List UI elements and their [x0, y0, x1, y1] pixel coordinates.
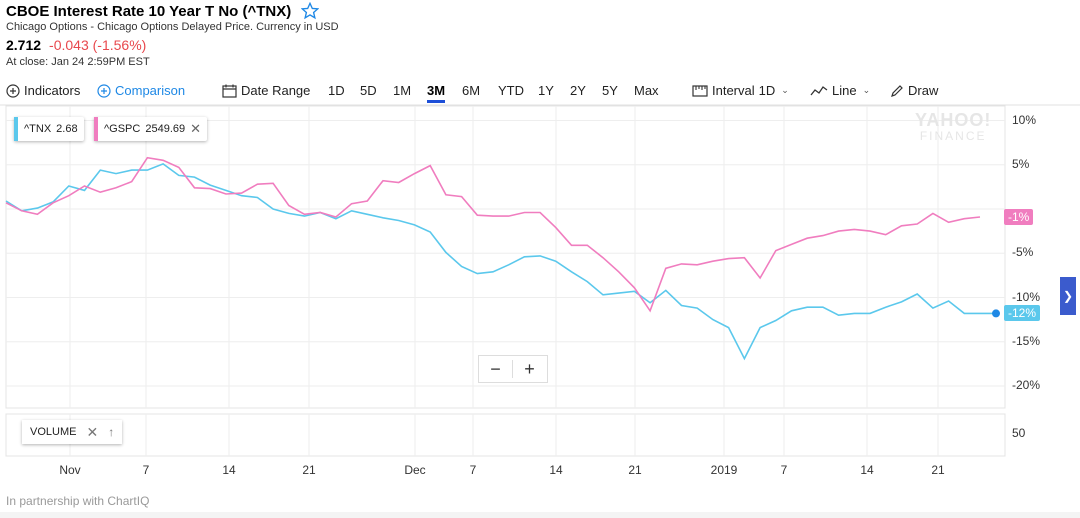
x-tick-label: 14 — [860, 463, 874, 477]
legend-tnx[interactable]: ^TNX 2.68 — [14, 117, 84, 141]
legend-tnx-symbol: ^TNX — [24, 123, 52, 135]
x-tick-label: 21 — [302, 463, 316, 477]
gspc-color-swatch — [94, 117, 98, 141]
yahoo-finance-watermark: YAHOO! FINANCE — [915, 110, 992, 144]
chart-type-button[interactable]: Line ⌄ — [810, 83, 870, 98]
chevron-down-icon: ⌄ — [781, 85, 789, 95]
price-chart[interactable] — [0, 104, 1080, 476]
page-title: CBOE Interest Rate 10 Year T No (^TNX) — [6, 2, 292, 20]
volume-study-tag[interactable]: VOLUME ✕ ↑ — [22, 420, 123, 444]
draw-label: Draw — [908, 83, 939, 98]
zoom-divider — [512, 360, 513, 378]
zoom-out-button[interactable]: − — [490, 359, 501, 379]
y-tick-label: -10% — [1012, 289, 1041, 304]
x-tick-label: Nov — [59, 463, 81, 477]
x-tick-label: 21 — [931, 463, 945, 477]
range-5y[interactable]: 5Y — [602, 83, 618, 98]
comparison-button[interactable]: Comparison — [97, 83, 185, 98]
x-tick-label: 14 — [549, 463, 563, 477]
range-max[interactable]: Max — [634, 83, 659, 98]
quote-subtitle: Chicago Options - Chicago Options Delaye… — [6, 21, 339, 33]
page-bottom-strip — [0, 512, 1080, 518]
range-ytd[interactable]: YTD — [498, 83, 524, 98]
tnx-color-swatch — [14, 117, 18, 141]
range-1y[interactable]: 1Y — [538, 83, 554, 98]
x-tick-label: 2019 — [710, 463, 738, 477]
x-tick-label: 7 — [142, 463, 150, 477]
plus-circle-icon — [97, 83, 111, 98]
x-tick-label: Dec — [404, 463, 426, 477]
tnx-last-value-badge: -12% — [1004, 305, 1041, 322]
legend-tnx-value: 2.68 — [56, 123, 78, 135]
legend-gspc-symbol: ^GSPC — [104, 123, 141, 135]
range-1m[interactable]: 1M — [393, 83, 412, 98]
interval-label: Interval — [712, 83, 755, 98]
watermark-line2: FINANCE — [919, 129, 987, 143]
chevron-right-icon[interactable]: ❯ — [1060, 277, 1076, 315]
y-tick-label: 5% — [1012, 156, 1030, 171]
ruler-icon — [692, 84, 708, 97]
zoom-in-button[interactable]: + — [524, 359, 535, 379]
y-tick-label: 10% — [1012, 112, 1037, 127]
volume-grid-lines — [69, 106, 939, 456]
watermark-line1: YAHOO! — [915, 110, 992, 130]
gspc-last-value-badge: -1% — [1004, 208, 1034, 225]
volume-axis-tick: 50 — [1012, 426, 1026, 440]
arrow-up-icon[interactable]: ↑ — [108, 425, 115, 439]
current-price: 2.712 — [6, 37, 42, 53]
range-1d[interactable]: 1D — [328, 83, 345, 98]
calendar-icon — [222, 84, 237, 98]
remove-comparison-icon[interactable]: ✕ — [190, 121, 202, 136]
price-row: 2.712 -0.043 (-1.56%) — [6, 37, 146, 53]
line-chart-icon — [810, 85, 828, 95]
range-5d[interactable]: 5D — [360, 83, 377, 98]
plus-circle-icon — [6, 83, 20, 98]
gspc-series-line — [5, 156, 981, 313]
date-range-button[interactable]: Date Range — [222, 83, 310, 98]
pencil-icon — [891, 84, 903, 97]
close-icon[interactable]: ✕ — [86, 423, 99, 440]
chevron-down-icon: ⌄ — [862, 85, 871, 95]
volume-pane-border — [5, 413, 1006, 457]
x-tick-label: 7 — [469, 463, 477, 477]
x-tick-label: 7 — [780, 463, 788, 477]
range-6m[interactable]: 6M — [462, 83, 481, 98]
grid-lines — [6, 120, 1005, 387]
y-tick-label: -20% — [1012, 378, 1041, 392]
tnx-series-line — [5, 162, 996, 361]
y-tick-label: -15% — [1012, 333, 1041, 348]
range-3m[interactable]: 3M — [427, 83, 446, 103]
range-2y[interactable]: 2Y — [570, 83, 586, 98]
footer-credit: In partnership with ChartIQ — [6, 494, 150, 508]
quote-title-row: CBOE Interest Rate 10 Year T No (^TNX) — [6, 2, 320, 20]
close-note: At close: Jan 24 2:59PM EST — [6, 56, 150, 68]
y-tick-label: -5% — [1012, 245, 1034, 260]
interval-value: 1D — [758, 83, 776, 98]
indicators-button[interactable]: Indicators — [6, 83, 80, 98]
indicators-label: Indicators — [24, 83, 81, 98]
comparison-label: Comparison — [115, 83, 186, 98]
legend-gspc[interactable]: ^GSPC 2549.69 ✕ — [94, 117, 208, 141]
chart-type-label: Line — [832, 83, 857, 98]
plot-area-border — [5, 105, 1006, 409]
x-tick-label: 21 — [628, 463, 642, 477]
volume-label: VOLUME — [30, 426, 77, 438]
date-range-label: Date Range — [241, 83, 311, 98]
draw-button[interactable]: Draw — [890, 83, 938, 98]
chart-toolbar: Indicators Comparison Date Range 1D 5D 1… — [0, 78, 1080, 104]
star-icon[interactable] — [301, 2, 320, 20]
tnx-last-point — [992, 309, 1000, 318]
legend-gspc-value: 2549.69 — [145, 123, 186, 135]
zoom-controls: − + — [478, 355, 548, 383]
x-tick-label: 14 — [222, 463, 236, 477]
interval-button[interactable]: Interval 1D ⌄ — [692, 83, 789, 98]
price-change: -0.043 (-1.56%) — [49, 37, 147, 53]
